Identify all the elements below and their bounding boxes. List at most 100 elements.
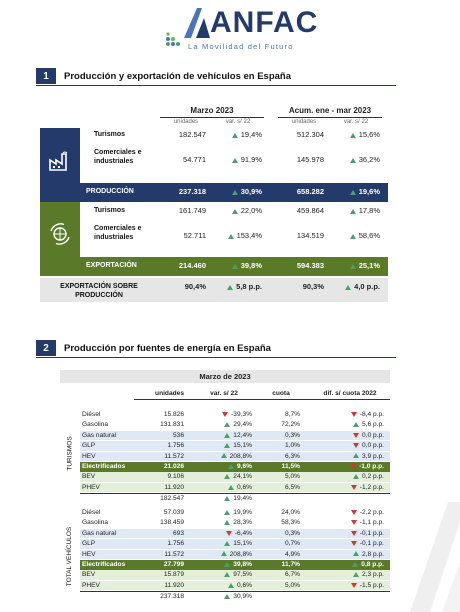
export-band [40,202,80,276]
t2-diff: -1,2 p.p. [320,483,384,493]
up-arrow-icon [353,422,359,428]
t2-diff: -1,5 p.p. [320,581,384,591]
t2-var: 97,5% [196,570,252,580]
section2-header: 2 Producción por fuentes de energía en E… [36,340,271,356]
t2-row-label: PHEV [82,483,100,491]
production-band [40,128,80,202]
period-band [60,370,390,383]
t2-share: 6,5% [284,483,300,491]
t1-row-label: Turismos [94,207,125,214]
up-arrow-icon [227,233,234,239]
t2-row: Electrificados 27.799 39,8% 11,7% 0,8 p.p. [80,560,390,570]
down-arrow-icon [222,411,229,417]
t2-row: PHEV 11.920 0,6% 6,5% -1,2 p.p. [80,482,390,493]
up-arrow-icon [352,561,359,567]
t2-var: 24,1% [196,472,252,482]
t2-row-label: PHEV [82,581,100,589]
t2-row: Gas natural 693 -6,4% 0,3% -0,1 p.p. [80,528,390,539]
t2-row: Gasolina 138.459 28,3% 58,3% -1,1 p.p. [80,518,390,528]
t1-a-units: 237.318 [178,187,206,196]
t1-a-units: 90,4% [184,282,206,291]
anfac-logo: ANFAC La Movilidad del Futuro [160,4,317,56]
production-export-table: Marzo 2023 Acum. ene - mar 2023 unidades… [40,104,388,304]
up-arrow-icon [224,509,231,515]
t1-row-label: EXPORTACIÓN SOBRE PRODUCCIÓN [60,283,138,299]
up-arrow-icon [231,157,238,163]
t2-diff: -2,2 p.p. [320,508,384,518]
down-arrow-icon [350,520,357,526]
t2-diff: -1,0 p.p. [320,462,384,472]
t2-var: 15,1% [196,539,252,549]
t2-row: Gasolina 131.831 29,4% 72,2% 5,6 p.p. [80,420,390,430]
t2-units: 57.039 [163,509,184,516]
up-arrow-icon [345,284,352,290]
t2-row-label: Gasolina [82,421,109,429]
down-arrow-icon [353,442,359,448]
down-arrow-icon [225,530,232,536]
up-arrow-icon [224,474,231,480]
t2-share: 4,9% [284,550,300,558]
t2-units: 131.831 [160,421,184,429]
hdr-var: var. s/ 22 [210,390,238,397]
t2-var: 29,4% [196,420,252,430]
t1-b-var: 58,6% [328,231,380,240]
up-arrow-icon [220,453,227,459]
t2-units: 27.799 [163,561,184,568]
t2-units: 536 [172,431,184,439]
t2-diff: -1,1 p.p. [320,518,384,528]
t1-a-units: 182.547 [178,130,206,139]
t2-share: 11,5% [281,463,300,470]
up-arrow-icon [349,233,356,239]
up-arrow-icon [231,208,238,214]
t2-share: 6,7% [284,571,300,579]
t2-var: 39,8% [196,560,252,570]
up-arrow-icon [231,263,238,269]
up-arrow-icon [224,593,231,599]
t2-diff: 0,8 p.p. [320,560,384,570]
t2-row-label: HEV [82,550,96,558]
t2-diff: 3,9 p.p. [320,452,384,462]
t2-diff: 2,8 p.p. [320,550,384,560]
t2-row-label: Diésel [82,411,101,418]
up-arrow-icon [349,208,356,214]
t1-b-units: 459.864 [296,206,324,215]
t2-units: 1.756 [167,540,184,548]
t2-units: 1.756 [167,442,184,450]
up-arrow-icon [231,132,238,138]
t2-units: 15.826 [163,411,184,418]
t2-var: -6,4% [196,529,252,539]
t2-var: 12,4% [196,431,252,441]
t2-row: HEV 11.572 208,8% 4,9% 2,8 p.p. [80,549,390,560]
t2-diff: -8,4 p.p. [320,410,384,420]
section1-title: Producción y exportación de vehículos en… [64,70,292,82]
down-arrow-icon [350,530,357,536]
t1-a-units: 214.460 [178,261,206,270]
t1-a-var: 30,9% [210,187,262,196]
t2-var: 208,8% [196,550,252,560]
t2-share: 0,3% [284,431,300,439]
t2-units: 11.920 [164,483,184,491]
up-arrow-icon [224,432,231,438]
group-turismos-label: TURISMOS [66,435,74,471]
t2-diff [320,592,384,602]
t2-var: 0,6% [196,581,252,591]
t2-share [256,494,300,504]
t2-units: 182.547 [160,495,184,503]
t2-share: 72,2% [281,421,300,429]
t2-units: 9.106 [167,473,184,481]
t1-b-units: 594.383 [296,261,324,270]
t2-diff: 0,0 p.p. [320,431,384,441]
t1-a-var: 153,4% [210,231,262,240]
t2-var: 30,9% [196,592,252,602]
col-units-a: unidades [173,119,199,125]
t2-share: 11,7% [281,561,300,568]
t2-units: 21.026 [163,463,184,470]
t2-row: Electrificados 21.026 9,6% 11,5% -1,0 p.p. [80,462,390,472]
t2-share: 58,3% [281,519,300,527]
t2-var: 208,8% [196,452,252,462]
t2-var: 19,4% [196,494,252,504]
down-arrow-icon [350,509,357,515]
up-arrow-icon [353,572,359,578]
up-arrow-icon [349,189,356,195]
t2-var: 19,9% [196,508,252,518]
